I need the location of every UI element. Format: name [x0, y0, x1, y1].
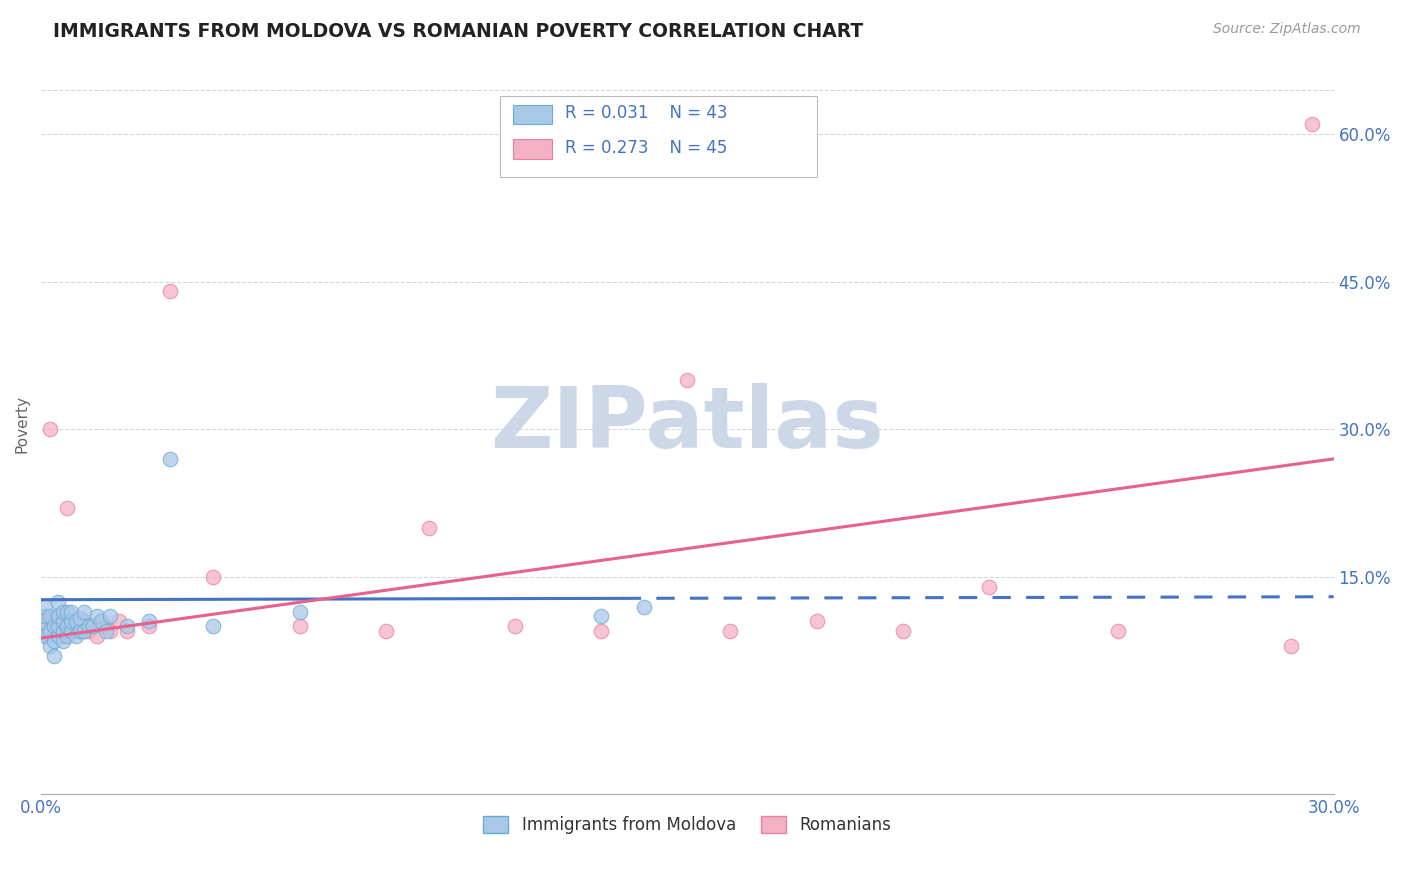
Point [77, 624, 100, 639]
Point [56, 605, 79, 619]
Point [90, 615, 112, 629]
Point [56, 619, 79, 633]
Point [98, 609, 121, 624]
Point [46, 609, 69, 624]
Point [107, 615, 129, 629]
Point [676, 373, 699, 387]
Point [98, 624, 121, 639]
Point [288, 619, 311, 633]
Point [65, 615, 87, 629]
Point [73, 615, 96, 629]
Point [52, 605, 75, 619]
Point [34, 629, 56, 643]
Point [288, 605, 311, 619]
Point [38, 624, 60, 639]
Legend: Immigrants from Moldova, Romanians: Immigrants from Moldova, Romanians [477, 809, 898, 841]
Point [73, 624, 96, 639]
Point [34, 629, 56, 643]
Point [65, 624, 87, 639]
Point [38, 624, 60, 639]
FancyBboxPatch shape [501, 95, 817, 177]
Point [30, 619, 52, 633]
Point [60, 619, 83, 633]
Point [60, 615, 83, 629]
Point [591, 609, 613, 624]
Point [52, 619, 75, 633]
Text: R = 0.273    N = 45: R = 0.273 N = 45 [565, 139, 727, 157]
Point [60, 624, 83, 639]
Point [56, 629, 79, 643]
Point [73, 605, 96, 619]
FancyBboxPatch shape [513, 139, 551, 159]
Point [34, 609, 56, 624]
Point [52, 615, 75, 629]
Point [69, 624, 91, 639]
Point [65, 629, 87, 643]
Point [38, 422, 60, 436]
Point [159, 451, 181, 466]
Point [46, 619, 69, 633]
Text: Source: ZipAtlas.com: Source: ZipAtlas.com [1213, 22, 1361, 37]
Point [69, 624, 91, 639]
Point [77, 619, 100, 633]
Text: ZIPatlas: ZIPatlas [491, 383, 884, 466]
Point [94, 624, 117, 639]
Point [42, 648, 65, 663]
Y-axis label: Poverty: Poverty [15, 395, 30, 453]
Point [117, 624, 139, 639]
Point [69, 611, 91, 625]
Point [30, 615, 52, 629]
Point [30, 624, 52, 639]
Point [38, 639, 60, 653]
Point [159, 285, 181, 299]
Point [94, 619, 117, 633]
Point [806, 615, 828, 629]
Point [117, 619, 139, 633]
Point [38, 609, 60, 624]
Text: IMMIGRANTS FROM MOLDOVA VS ROMANIAN POVERTY CORRELATION CHART: IMMIGRANTS FROM MOLDOVA VS ROMANIAN POVE… [53, 22, 863, 41]
Point [42, 634, 65, 648]
Point [46, 609, 69, 624]
Point [60, 624, 83, 639]
Point [202, 619, 225, 633]
Point [891, 624, 914, 639]
Text: R = 0.031    N = 43: R = 0.031 N = 43 [565, 104, 727, 122]
Point [1107, 624, 1129, 639]
Point [52, 634, 75, 648]
Point [60, 605, 83, 619]
Point [86, 609, 108, 624]
Point [42, 619, 65, 633]
Point [418, 521, 440, 535]
Point [34, 599, 56, 614]
Point [202, 570, 225, 584]
Point [86, 629, 108, 643]
Point [46, 624, 69, 639]
Point [42, 615, 65, 629]
Point [56, 501, 79, 516]
Point [56, 615, 79, 629]
Point [138, 615, 160, 629]
Point [1301, 117, 1323, 131]
Point [46, 629, 69, 643]
FancyBboxPatch shape [513, 104, 551, 124]
Point [34, 609, 56, 624]
Point [977, 580, 1000, 594]
Point [56, 624, 79, 639]
Point [73, 624, 96, 639]
Point [591, 624, 613, 639]
Point [65, 615, 87, 629]
Point [374, 624, 396, 639]
Point [52, 624, 75, 639]
Point [1279, 639, 1302, 653]
Point [720, 624, 742, 639]
Point [633, 599, 655, 614]
Point [82, 619, 104, 633]
Point [82, 619, 104, 633]
Point [52, 629, 75, 643]
Point [46, 595, 69, 609]
Point [42, 619, 65, 633]
Point [503, 619, 526, 633]
Point [138, 619, 160, 633]
